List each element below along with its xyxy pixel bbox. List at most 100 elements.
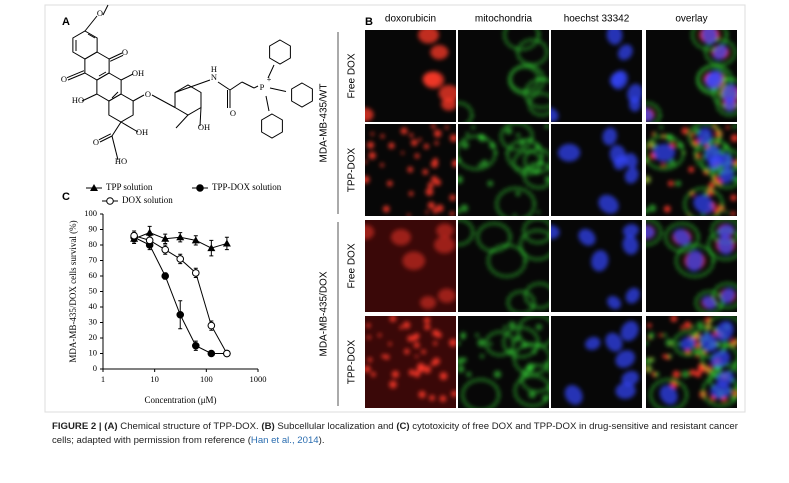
dox-signal [432, 357, 441, 365]
mitochondria [471, 125, 476, 130]
atom-label: O [97, 8, 103, 18]
column-header: doxorubicin [385, 14, 436, 25]
dox-signal [730, 194, 737, 201]
nucleus [627, 83, 642, 103]
mitochondria [674, 243, 715, 278]
mitochondria [458, 134, 497, 171]
signal [458, 124, 549, 216]
mitochondria [503, 325, 507, 330]
marker [191, 341, 200, 350]
dox-signal [439, 372, 448, 381]
bond [269, 87, 287, 92]
dox-signal [690, 133, 695, 138]
mitochondria [522, 342, 529, 349]
row-label: Free DOX [347, 53, 358, 98]
dox-signal [410, 139, 418, 146]
mitochondria [523, 77, 549, 109]
dox-signal [413, 342, 420, 349]
dox-signal [423, 365, 432, 374]
dox-signal [365, 365, 371, 373]
y-tick-label: 0 [93, 363, 97, 373]
mitochondria [531, 349, 537, 355]
micrograph [458, 124, 549, 216]
legend-label: TPP solution [106, 182, 153, 192]
marker [145, 228, 154, 236]
mitochondria [533, 169, 540, 175]
dox-signal [366, 323, 371, 328]
mitochondria [478, 163, 483, 168]
mitochondria [506, 290, 536, 312]
micrograph-background [365, 316, 456, 408]
mitochondria [508, 64, 546, 96]
mitochondria [646, 175, 651, 184]
micrograph [551, 30, 642, 122]
mitochondria [515, 191, 521, 197]
micrograph [646, 316, 737, 408]
dox-signal [688, 166, 695, 173]
mitochondria [528, 390, 536, 399]
bond [115, 151, 119, 161]
dox-signal [725, 125, 730, 130]
micrograph [646, 220, 737, 312]
mitochondria [646, 341, 649, 346]
mitochondria [659, 125, 664, 130]
dox-signal [408, 369, 416, 376]
y-tick-label: 40 [89, 301, 98, 311]
dox-signal [370, 371, 376, 377]
dox-signal [431, 124, 436, 129]
dox-signal [423, 316, 431, 324]
dox-signal [452, 161, 456, 168]
nucleus [704, 144, 722, 165]
micrograph [365, 30, 456, 122]
signal [365, 223, 456, 310]
dox-signal [415, 354, 419, 358]
caption-segment[interactable]: Han et al., 2014 [250, 435, 319, 446]
mitochondria [649, 378, 689, 408]
nucleus [622, 235, 639, 255]
dox-signal [670, 380, 678, 389]
mitochondria [704, 316, 737, 348]
mitochondria [646, 208, 649, 214]
mitochondria [663, 333, 667, 337]
mitochondria [681, 370, 690, 379]
marker [176, 233, 185, 241]
bond-ring [96, 72, 122, 102]
dox-signal [391, 370, 400, 379]
mitochondria [666, 134, 675, 142]
dox-signal [402, 251, 426, 271]
mitochondria [520, 363, 549, 394]
mitochondria [691, 325, 695, 330]
mitochondria [704, 38, 737, 67]
dox-signal [418, 137, 422, 142]
y-tick-label: 10 [89, 347, 98, 357]
mitochondria [502, 326, 540, 359]
nucleus [615, 350, 636, 368]
mitochondria [476, 221, 512, 253]
bond [84, 15, 98, 32]
mitochondria [505, 127, 513, 135]
mitochondria [535, 324, 543, 331]
dox-signal [647, 323, 652, 328]
phenyl-ring [261, 113, 283, 139]
caption-segment: FIGURE 2 | [52, 421, 105, 432]
dox-signal [436, 223, 454, 238]
dox-signal [418, 30, 440, 44]
y-axis-label: MDA-MB-435/DOX cells survival (%) [68, 220, 78, 362]
bond [253, 85, 259, 89]
caption-segment: ). [318, 435, 325, 446]
y-tick-label: 60 [89, 270, 98, 280]
mitochondria [513, 335, 521, 342]
atom-label: N [211, 72, 217, 82]
nucleus [659, 385, 678, 405]
bond [66, 70, 85, 79]
mitochondria [544, 175, 549, 183]
mitochondria [732, 124, 737, 129]
nucleus [701, 30, 718, 45]
atom-label: O [93, 137, 99, 147]
dox-signal [672, 370, 681, 379]
bond [87, 33, 96, 39]
atom-label: O [61, 74, 67, 84]
mitochondria [646, 365, 653, 373]
group-label: MDA-MB-435/WT [319, 84, 330, 163]
atom-label: P [260, 82, 265, 92]
